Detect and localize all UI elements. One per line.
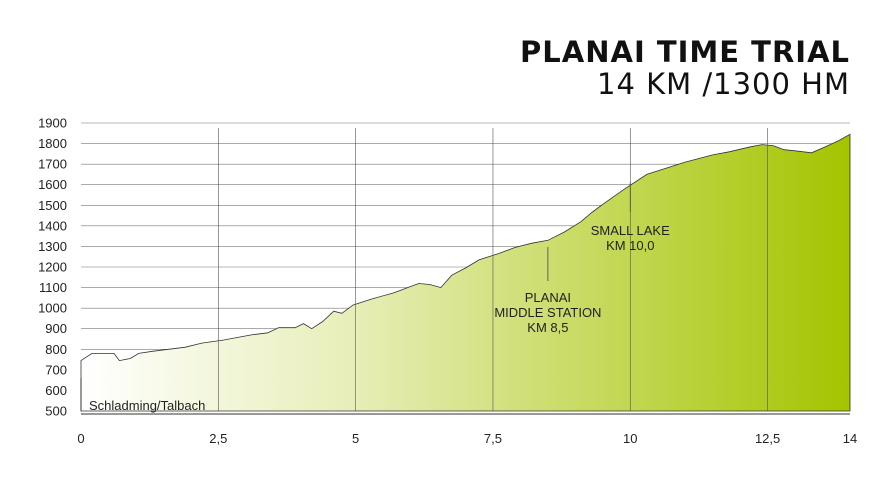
- y-tick-label: 1600: [38, 177, 67, 192]
- x-tick-label: 14: [843, 431, 857, 446]
- y-tick-label: 1100: [39, 280, 67, 295]
- chart-subtitle: 14 KM /1300 HM: [597, 67, 850, 101]
- x-tick-label: 12,5: [755, 431, 780, 446]
- x-tick-label: 0: [77, 431, 84, 446]
- annotation-lines: [547, 182, 631, 281]
- y-tick-label: 1300: [38, 239, 67, 254]
- vertical-grid-lines: [218, 128, 768, 411]
- annotation-text: KM 10,0: [606, 238, 654, 253]
- y-tick-label: 500: [45, 404, 67, 419]
- x-tick-label: 2,5: [209, 431, 227, 446]
- elevation-area: [80, 133, 851, 412]
- y-tick-label: 1000: [38, 301, 67, 316]
- x-tick-label: 5: [352, 431, 359, 446]
- y-tick-label: 1900: [38, 116, 67, 131]
- y-tick-label: 700: [45, 362, 67, 377]
- annotation-text: PLANAI: [525, 290, 571, 305]
- annotation-text: MIDDLE STATION: [494, 305, 601, 320]
- x-tick-label: 10: [623, 431, 637, 446]
- y-tick-label: 800: [45, 342, 67, 357]
- y-tick-label: 1400: [38, 218, 67, 233]
- x-tick-labels: 0 2,5 5 7,5 10 12,5 14: [77, 431, 857, 446]
- annotation-text: SMALL LAKE: [591, 223, 670, 238]
- y-tick-label: 600: [45, 383, 67, 398]
- y-tick-labels: 500 600 700 800 900 1000 1100 1200 1300 1400 1500 1…: [38, 116, 67, 419]
- y-tick-label: 900: [45, 321, 67, 336]
- y-tick-label: 1500: [38, 198, 67, 213]
- y-tick-label: 1800: [38, 136, 67, 151]
- y-tick-label: 1200: [38, 260, 67, 275]
- title-block: PLANAI TIME TRIAL 14 KM /1300 HM: [520, 36, 850, 100]
- y-tick-label: 1700: [38, 157, 67, 172]
- x-tick-label: 7,5: [484, 431, 502, 446]
- annotation-text: KM 8,5: [527, 320, 568, 335]
- annotation-text: Schladming/Talbach: [89, 398, 205, 413]
- chart-title: PLANAI TIME TRIAL: [520, 35, 850, 69]
